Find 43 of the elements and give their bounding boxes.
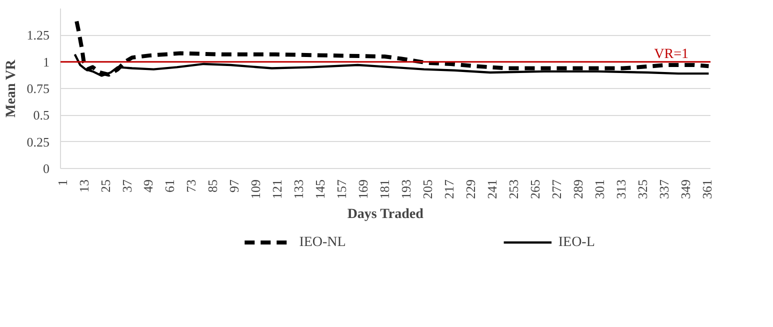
legend-label: IEO-NL [299,235,346,250]
x-tick-label: 325 [634,180,650,199]
x-tick-label: 37 [119,179,134,192]
x-tick-label: 85 [205,180,220,192]
x-tick-label: 349 [678,180,693,199]
x-tick-label: 301 [592,180,607,199]
x-tick-label: 337 [656,179,672,199]
x-tick-label: 229 [463,180,478,199]
x-tick-label: 73 [184,180,199,192]
y-axis-title: Mean VR [4,58,19,118]
x-tick-label: 1 [54,180,70,186]
x-tick-label: 289 [570,180,586,199]
x-tick-label: 133 [291,180,306,199]
x-tick-label: 13 [76,180,92,192]
x-tick-label: 313 [613,180,628,199]
y-tick-label: 0.5 [33,108,50,123]
y-tick-label: 1.25 [26,28,50,43]
legend-label: IEO-L [558,235,595,250]
x-tick-label: 169 [356,180,371,199]
x-tick-label: 253 [506,180,522,199]
y-tick-label: 0.25 [26,134,50,150]
x-tick-label: 109 [248,180,264,199]
y-tick-label: 0.75 [26,81,50,96]
y-tick-label: 0 [43,161,50,176]
x-tick-label: 49 [140,180,156,192]
x-tick-label: 121 [270,180,285,199]
x-tick-label: 145 [312,180,328,199]
line-series [74,19,710,77]
x-tick-label: 181 [377,180,392,199]
x-tick-label: 205 [420,180,436,199]
x-tick-label: 277 [549,179,564,199]
x-tick-label: 265 [528,180,543,199]
x-tick-label: 361 [699,180,714,199]
x-tick-label: 241 [484,180,500,199]
x-tick-label: 25 [98,180,113,192]
x-tick-label: 97 [226,179,242,192]
y-tick-label: 1 [43,54,50,70]
x-tick-label: 157 [334,179,350,199]
x-tick-label: 217 [442,179,457,199]
x-axis-title: Days Traded [347,207,424,222]
x-tick-label: 61 [162,180,178,192]
x-tick-label: 193 [398,180,414,199]
ref-line-label: VR=1 [654,46,688,62]
